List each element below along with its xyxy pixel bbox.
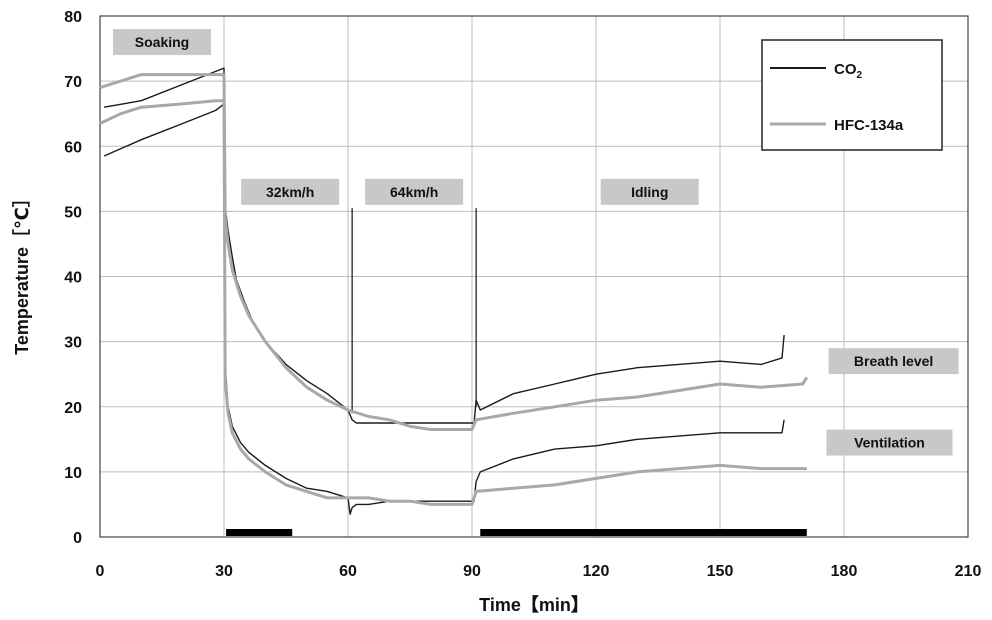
phase-label-3: Idling <box>631 184 668 200</box>
series-line-0 <box>103 67 785 424</box>
legend-label-co2: CO2 <box>834 61 863 81</box>
y-tick-0: 0 <box>73 530 82 547</box>
y-tick-60: 60 <box>64 139 82 156</box>
phase-label-box-2 <box>365 178 464 205</box>
phase-label-2: 64km/h <box>390 184 438 200</box>
legend: CO2 HFC-134a <box>761 39 943 151</box>
y-tick-labels: 0 10 20 30 40 50 60 70 80 <box>64 9 82 547</box>
y-tick-80: 80 <box>64 9 82 26</box>
x-tick-90: 90 <box>463 563 481 580</box>
series-line-2 <box>99 73 809 431</box>
time-bar-0 <box>226 529 293 536</box>
y-tick-50: 50 <box>64 204 82 221</box>
annotation-box-1 <box>826 429 953 456</box>
annotation-0: Breath level <box>854 353 933 369</box>
phase-label-0: Soaking <box>135 34 189 50</box>
legend-box <box>761 39 943 151</box>
legend-label-hfc134a: HFC-134a <box>834 117 904 134</box>
y-tick-30: 30 <box>64 335 82 352</box>
annotation-1: Ventilation <box>854 435 925 451</box>
x-tick-60: 60 <box>339 563 357 580</box>
y-tick-70: 70 <box>64 74 82 91</box>
x-tick-30: 30 <box>215 563 233 580</box>
x-tick-150: 150 <box>707 563 734 580</box>
y-tick-20: 20 <box>64 400 82 417</box>
y-axis-title: Temperature［℃］ <box>11 189 32 355</box>
phase-label-1: 32km/h <box>266 184 314 200</box>
x-tick-180: 180 <box>831 563 858 580</box>
y-tick-40: 40 <box>64 270 82 287</box>
phase-label-box-1 <box>241 178 340 205</box>
x-axis-title: Time【min】 <box>479 595 589 615</box>
annotations: Breath level Ventilation <box>826 348 959 456</box>
x-tick-210: 210 <box>955 563 982 580</box>
time-bar-1 <box>480 529 807 536</box>
plot-frame <box>99 15 969 538</box>
x-tick-120: 120 <box>583 563 610 580</box>
x-tick-0: 0 <box>96 563 105 580</box>
phase-dividers <box>351 208 477 414</box>
annotation-box-0 <box>828 348 959 375</box>
x-tick-labels: 0 30 60 90 120 150 180 210 <box>96 563 982 580</box>
y-tick-10: 10 <box>64 465 82 482</box>
series-lines <box>99 67 809 515</box>
time-bars <box>226 529 807 536</box>
series-line-1 <box>103 103 785 515</box>
phase-label-box-0 <box>113 29 211 56</box>
series-line-3 <box>99 99 807 506</box>
phase-label-box-3 <box>600 178 699 205</box>
phase-labels: Soaking 32km/h 64km/h Idling <box>113 29 699 205</box>
